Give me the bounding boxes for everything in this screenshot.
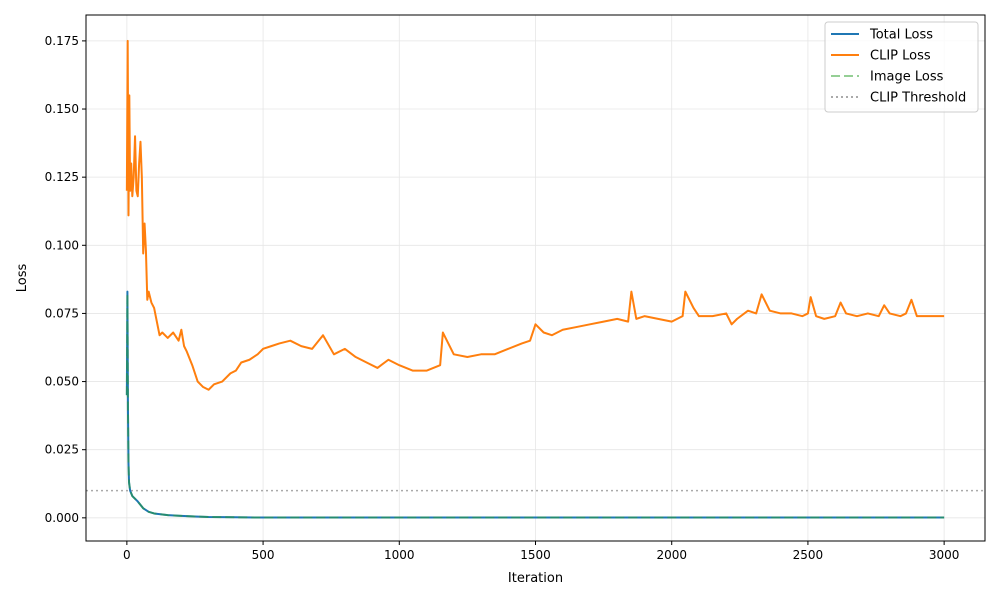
- legend-label-image-loss: Image Loss: [870, 70, 944, 85]
- y-tick-label: 0.025: [45, 443, 79, 457]
- legend-label-clip-loss: CLIP Loss: [870, 49, 931, 64]
- y-axis-label: Loss: [15, 264, 30, 293]
- legend-label-total-loss: Total Loss: [869, 28, 933, 43]
- clip-loss-line: [125, 39, 945, 391]
- x-tick-label: 1500: [520, 548, 551, 562]
- x-tick-label: 2000: [656, 548, 687, 562]
- y-tick-label: 0.125: [45, 170, 79, 184]
- legend: Total Loss CLIP Loss Image Loss CLIP Thresh…: [824, 21, 979, 113]
- y-tick-label: 0.075: [45, 306, 79, 320]
- y-tick-label: 0.150: [45, 102, 79, 116]
- y-tick-label: 0.175: [45, 34, 79, 48]
- x-tick-label: 2500: [793, 548, 824, 562]
- x-axis-label: Iteration: [508, 571, 563, 586]
- x-tick-label: 1000: [384, 548, 415, 562]
- x-tick-label: 3000: [929, 548, 960, 562]
- legend-label-clip-threshold: CLIP Threshold: [870, 91, 966, 106]
- series-layer: [86, 39, 985, 519]
- image-loss-line: [125, 293, 945, 519]
- y-tick-label: 0.050: [45, 375, 79, 389]
- tick-layer: 0 500 1000 1500 2000 2500 3000 0.000 0.025 0.050 0…: [45, 34, 960, 562]
- x-tick-label: 500: [252, 548, 275, 562]
- y-tick-label: 0.100: [45, 238, 79, 252]
- legend-box: [824, 21, 979, 113]
- y-tick-label: 0.000: [45, 511, 79, 525]
- x-tick-label: 0: [123, 548, 131, 562]
